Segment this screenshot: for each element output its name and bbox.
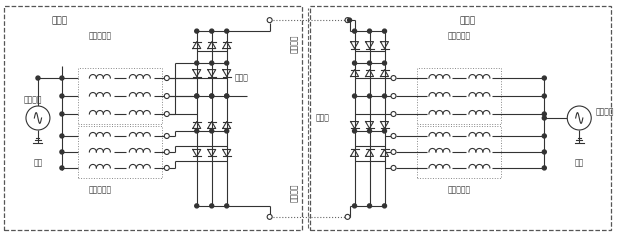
- Circle shape: [368, 94, 371, 98]
- Circle shape: [542, 116, 546, 120]
- Circle shape: [542, 112, 546, 116]
- Circle shape: [60, 166, 64, 170]
- Circle shape: [383, 29, 386, 33]
- Circle shape: [164, 93, 169, 98]
- Circle shape: [195, 129, 199, 133]
- Text: 换流变压器: 换流变压器: [448, 185, 471, 194]
- Circle shape: [225, 94, 229, 98]
- Circle shape: [542, 150, 546, 154]
- Circle shape: [164, 111, 169, 117]
- Circle shape: [210, 129, 213, 133]
- Circle shape: [345, 18, 350, 23]
- Circle shape: [60, 112, 64, 116]
- Circle shape: [36, 76, 40, 80]
- Circle shape: [60, 76, 64, 80]
- Circle shape: [345, 214, 350, 219]
- Text: 换流阀: 换流阀: [316, 114, 329, 122]
- Circle shape: [210, 29, 213, 33]
- Circle shape: [347, 18, 352, 22]
- Text: 交流电网: 交流电网: [24, 95, 43, 104]
- Circle shape: [352, 29, 357, 33]
- Text: 换流变压器: 换流变压器: [448, 31, 471, 40]
- Text: 电压: 电压: [574, 158, 584, 167]
- Circle shape: [391, 111, 396, 117]
- Circle shape: [164, 134, 169, 139]
- Circle shape: [164, 76, 169, 80]
- Text: 电压: 电压: [33, 158, 43, 167]
- Circle shape: [542, 166, 546, 170]
- Circle shape: [383, 204, 386, 208]
- Circle shape: [26, 106, 50, 130]
- Circle shape: [391, 134, 396, 139]
- Text: 直流线路: 直流线路: [290, 184, 299, 202]
- Circle shape: [542, 134, 546, 138]
- Circle shape: [210, 94, 213, 98]
- Circle shape: [391, 165, 396, 170]
- Text: 交流电网: 交流电网: [595, 108, 614, 117]
- Circle shape: [195, 61, 199, 65]
- Circle shape: [352, 129, 357, 133]
- Circle shape: [60, 150, 64, 154]
- Circle shape: [60, 94, 64, 98]
- Circle shape: [383, 129, 386, 133]
- Circle shape: [210, 204, 213, 208]
- Circle shape: [225, 61, 229, 65]
- Circle shape: [352, 94, 357, 98]
- Circle shape: [368, 129, 371, 133]
- Circle shape: [195, 94, 199, 98]
- Circle shape: [391, 76, 396, 80]
- Circle shape: [195, 204, 199, 208]
- Circle shape: [542, 94, 546, 98]
- Circle shape: [391, 93, 396, 98]
- Circle shape: [368, 61, 371, 65]
- Circle shape: [383, 94, 386, 98]
- Circle shape: [267, 214, 272, 219]
- Circle shape: [164, 149, 169, 154]
- Circle shape: [210, 94, 213, 98]
- Text: 整流站: 整流站: [52, 16, 68, 25]
- Circle shape: [383, 61, 386, 65]
- Text: 逆变站: 逆变站: [460, 16, 476, 25]
- Circle shape: [195, 94, 199, 98]
- Circle shape: [195, 29, 199, 33]
- Circle shape: [368, 29, 371, 33]
- Text: 换流阀: 换流阀: [234, 74, 249, 83]
- Circle shape: [352, 61, 357, 65]
- Circle shape: [210, 61, 213, 65]
- Text: 换流变压器: 换流变压器: [88, 185, 112, 194]
- Circle shape: [225, 94, 229, 98]
- Text: 直流线路: 直流线路: [290, 35, 299, 53]
- Circle shape: [225, 29, 229, 33]
- Circle shape: [164, 165, 169, 170]
- Circle shape: [225, 204, 229, 208]
- Circle shape: [567, 106, 591, 130]
- Circle shape: [60, 134, 64, 138]
- Circle shape: [352, 204, 357, 208]
- Circle shape: [267, 18, 272, 23]
- Circle shape: [542, 76, 546, 80]
- Circle shape: [225, 129, 229, 133]
- Circle shape: [391, 149, 396, 154]
- Text: 换流变压器: 换流变压器: [88, 31, 112, 40]
- Circle shape: [368, 204, 371, 208]
